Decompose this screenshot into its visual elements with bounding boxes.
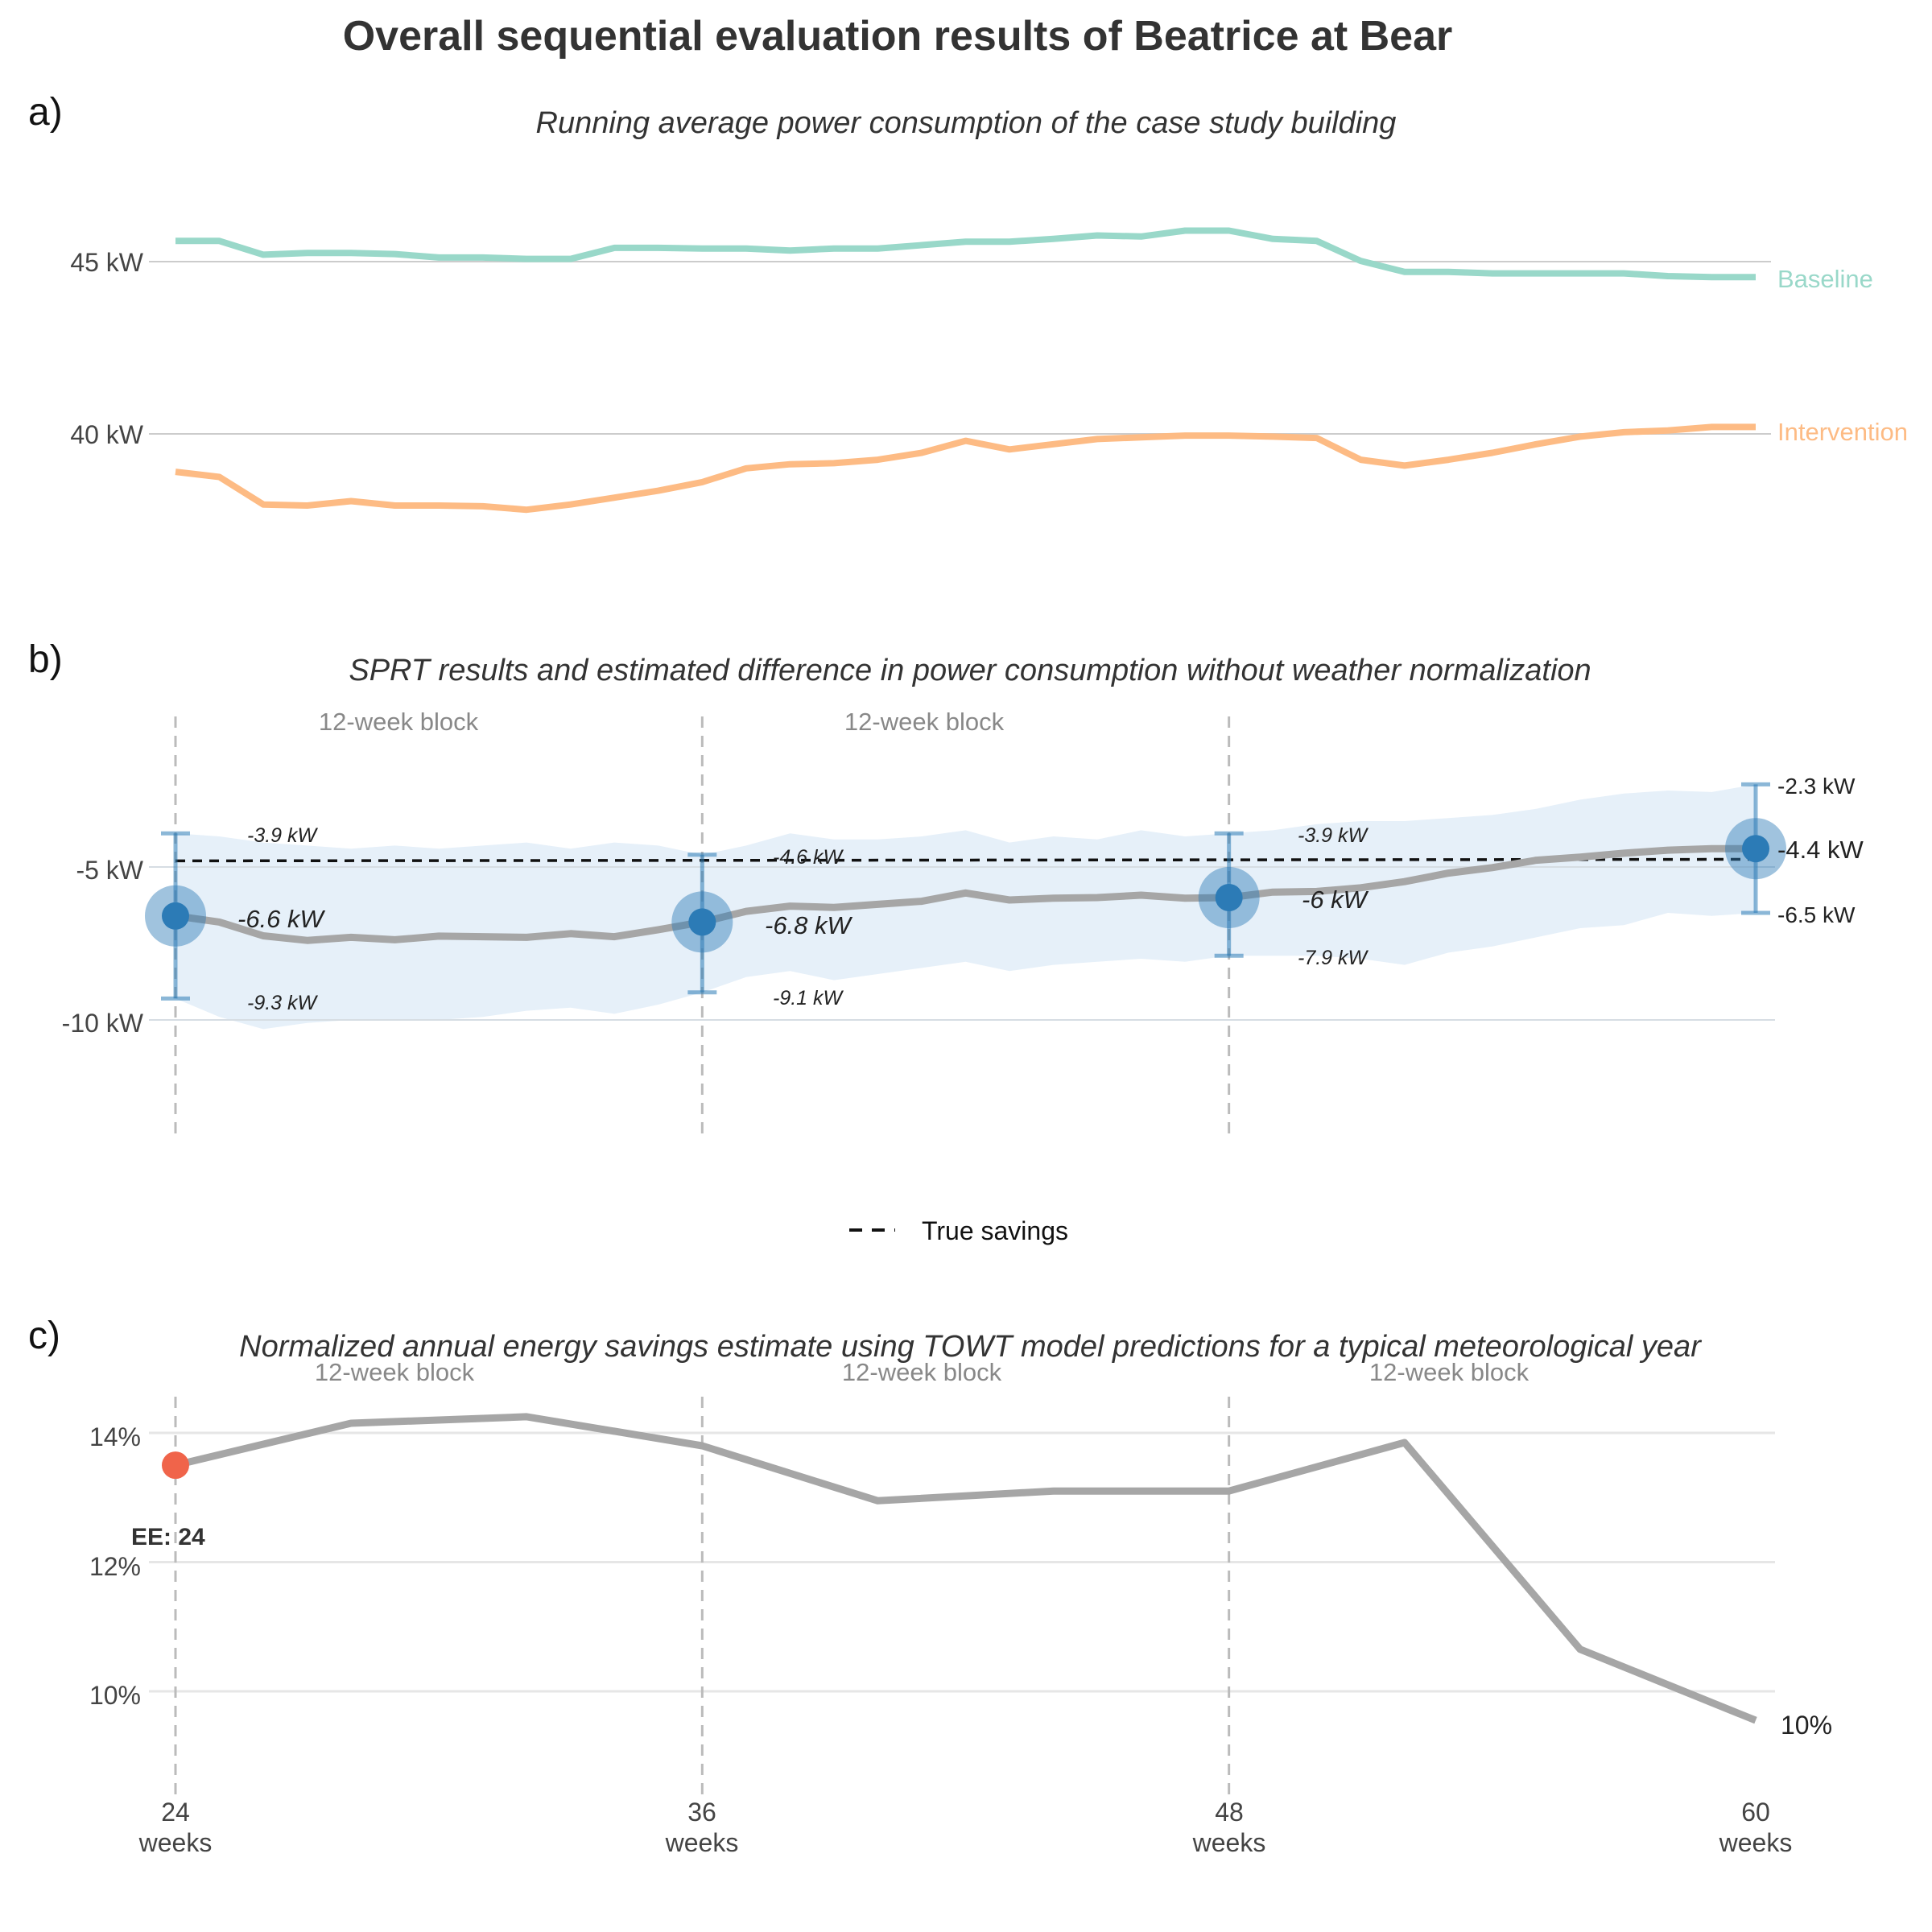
- baseline-line: [175, 227, 1756, 281]
- panel-a-subtitle: Running average power consumption of the…: [536, 106, 1397, 140]
- early-exit-point: [162, 1451, 189, 1480]
- panel-b-ytick-minus-10: -10 kW: [62, 1009, 144, 1038]
- panel-b-block-label-1: 12-week block: [319, 708, 479, 736]
- checkpoint-1: [145, 831, 206, 1001]
- panel-a-label: a): [28, 91, 63, 134]
- checkpoint-1-lower-label: -9.3 kW: [247, 992, 319, 1014]
- panel-c-ytick-12: 12%: [89, 1552, 141, 1581]
- figure-title: Overall sequential evaluation results of…: [343, 13, 1453, 60]
- xtick-60-value: 60: [1741, 1798, 1770, 1827]
- xtick-48-unit: weeks: [1192, 1828, 1266, 1857]
- xtick-24-unit: weeks: [138, 1828, 213, 1857]
- xtick-24-value: 24: [161, 1798, 190, 1827]
- ci-band: [175, 784, 1756, 1030]
- checkpoint-4-upper-label: -2.3 kW: [1777, 774, 1856, 799]
- checkpoint-4-estimate-label: -4.4 kW: [1777, 836, 1864, 864]
- savings-line: [174, 1413, 1757, 1724]
- panel-b-subtitle: SPRT results and estimated difference in…: [349, 654, 1591, 687]
- final-savings-label: 10%: [1781, 1711, 1832, 1740]
- baseline-series-label: Baseline: [1777, 265, 1873, 293]
- checkpoint-1-estimate-label: -6.6 kW: [237, 905, 326, 933]
- xtick-60-unit: weeks: [1719, 1828, 1793, 1857]
- panel-c-block-label-1: 12-week block: [315, 1358, 475, 1386]
- panel-c: c) Normalized annual energy savings esti…: [28, 1315, 1832, 1799]
- panel-b-label: b): [28, 638, 63, 681]
- checkpoint-4-lower-label: -6.5 kW: [1777, 902, 1856, 927]
- panel-c-grid: [149, 1431, 1775, 1693]
- panel-a-grid: [149, 261, 1771, 435]
- panel-c-plot: [162, 1397, 1757, 1799]
- intervention-line: [175, 423, 1756, 514]
- checkpoint-2-estimate-label: -6.8 kW: [765, 911, 853, 939]
- checkpoint-1-upper-label: -3.9 kW: [247, 824, 319, 847]
- panel-b: b) SPRT results and estimated difference…: [28, 638, 1864, 1245]
- checkpoint-2: [671, 852, 733, 995]
- legend: True savings: [849, 1216, 1068, 1245]
- panel-c-ytick-14: 14%: [89, 1422, 141, 1451]
- legend-label-true-savings: True savings: [922, 1216, 1068, 1245]
- checkpoint-2-point: [688, 908, 716, 936]
- panel-a-lines: [175, 227, 1756, 514]
- xtick-36-value: 36: [687, 1798, 716, 1827]
- checkpoint-3-upper-label: -3.9 kW: [1298, 824, 1369, 847]
- panel-b-block-label-2: 12-week block: [844, 708, 1005, 736]
- xtick-48-value: 48: [1215, 1798, 1244, 1827]
- panel-c-block-label-3: 12-week block: [1369, 1358, 1530, 1386]
- checkpoint-4: [1725, 782, 1786, 915]
- panel-c-label: c): [28, 1315, 60, 1357]
- checkpoint-3-estimate-label: -6 kW: [1302, 886, 1369, 914]
- checkpoint-3-lower-label: -7.9 kW: [1298, 947, 1369, 969]
- checkpoint-3: [1198, 831, 1260, 958]
- intervention-series-label: Intervention: [1777, 418, 1908, 446]
- xtick-36-unit: weeks: [665, 1828, 739, 1857]
- early-exit-label: EE: 24: [131, 1524, 205, 1550]
- panel-c-block-label-2: 12-week block: [842, 1358, 1002, 1386]
- checkpoint-2-upper-label: -4.6 kW: [773, 846, 844, 869]
- panel-c-subtitle: Normalized annual energy savings estimat…: [239, 1330, 1702, 1364]
- panel-a-ytick-40: 40 kW: [70, 420, 143, 449]
- panel-c-ytick-10: 10%: [89, 1681, 141, 1710]
- checkpoint-1-point: [162, 902, 189, 930]
- x-axis: 24 weeks 36 weeks 48 weeks 60 weeks: [138, 1798, 1793, 1857]
- estimate-line: [175, 844, 1756, 944]
- panel-b-ytick-minus-5: -5 kW: [76, 856, 143, 885]
- checkpoint-3-point: [1215, 884, 1243, 911]
- panel-a: a) Running average power consumption of …: [28, 91, 1908, 514]
- checkpoint-2-lower-label: -9.1 kW: [773, 987, 844, 1009]
- panel-b-plot: [145, 716, 1786, 1135]
- checkpoint-4-point: [1742, 835, 1769, 863]
- panel-a-ytick-45: 45 kW: [70, 248, 143, 277]
